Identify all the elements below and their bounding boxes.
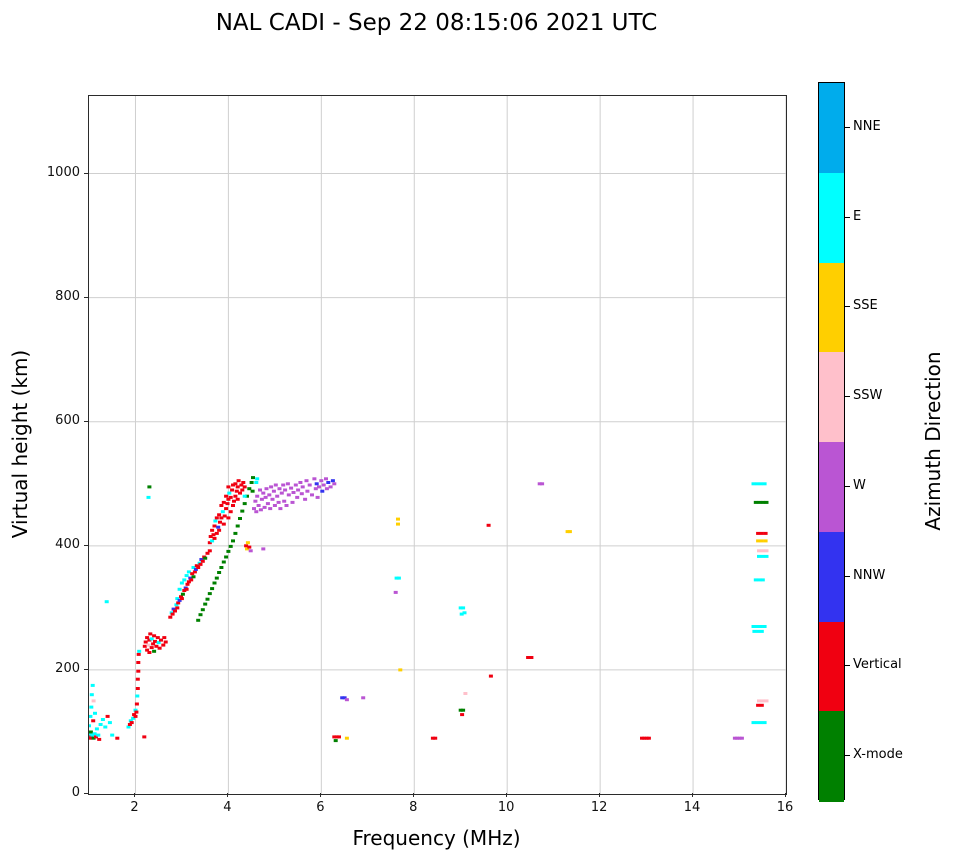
y-tick-label: 400 xyxy=(55,536,80,552)
y-tick-mark xyxy=(84,296,88,298)
y-tick-label: 0 xyxy=(71,785,80,800)
colorbar-segment-sse xyxy=(819,262,844,353)
colorbar-label-sse: SSE xyxy=(853,298,878,314)
y-tick-label: 800 xyxy=(55,288,80,304)
colorbar-label-vertical: Vertical xyxy=(853,657,902,673)
azimuth-colorbar xyxy=(818,82,845,802)
colorbar-tick xyxy=(845,755,850,757)
colorbar-tick xyxy=(845,665,850,667)
colorbar-segment-vertical xyxy=(819,621,844,712)
plot-area xyxy=(88,95,787,795)
y-tick-label: 200 xyxy=(55,660,80,676)
y-tick-label: 1000 xyxy=(46,164,80,180)
y-tick-mark xyxy=(84,420,88,422)
colorbar-label-nnw: NNW xyxy=(853,567,886,583)
colorbar-tick xyxy=(845,485,850,487)
colorbar-tick xyxy=(845,575,850,577)
colorbar-segment-nnw xyxy=(819,531,844,622)
colorbar-segment-w xyxy=(819,442,844,533)
x-tick-label: 4 xyxy=(223,800,232,815)
x-tick-mark xyxy=(692,793,694,797)
x-tick-label: 6 xyxy=(316,800,325,815)
colorbar-segment-e xyxy=(819,172,844,263)
colorbar-label-w: W xyxy=(853,477,866,493)
x-axis-label: Frequency (MHz) xyxy=(352,826,521,850)
x-tick-mark xyxy=(227,793,229,797)
x-tick-label: 10 xyxy=(497,800,515,815)
y-tick-mark xyxy=(84,793,88,794)
colorbar-segment-ssw xyxy=(819,352,844,443)
plot-canvas xyxy=(89,96,786,794)
x-tick-mark xyxy=(785,793,786,797)
colorbar-tick xyxy=(845,216,850,218)
colorbar-label-nne: NNE xyxy=(853,118,881,134)
x-tick-mark xyxy=(134,793,136,797)
y-tick-mark xyxy=(84,544,88,546)
colorbar-tick xyxy=(845,126,850,128)
y-tick-label: 600 xyxy=(55,412,80,428)
x-tick-label: 8 xyxy=(409,800,418,815)
x-tick-mark xyxy=(413,793,415,797)
x-tick-mark xyxy=(599,793,601,797)
x-tick-label: 12 xyxy=(590,800,608,815)
colorbar-label-ssw: SSW xyxy=(853,388,883,404)
grid-lines xyxy=(89,96,786,794)
colorbar-segment-x-mode xyxy=(819,711,844,802)
x-tick-label: 2 xyxy=(130,800,139,815)
x-tick-label: 14 xyxy=(683,800,701,815)
x-tick-label: 16 xyxy=(776,800,794,815)
colorbar-title: Azimuth Direction xyxy=(921,351,945,531)
scatter-points xyxy=(89,476,769,743)
colorbar-tick xyxy=(845,396,850,398)
colorbar-tick xyxy=(845,306,850,308)
colorbar-label-e: E xyxy=(853,208,862,224)
colorbar-label-x-mode: X-mode xyxy=(853,747,903,763)
colorbar-segment-nne xyxy=(819,83,844,174)
x-tick-mark xyxy=(320,793,322,797)
y-tick-mark xyxy=(84,668,88,670)
y-axis-label: Virtual height (km) xyxy=(8,349,32,539)
y-tick-mark xyxy=(84,172,88,174)
x-tick-mark xyxy=(506,793,508,797)
chart-title: NAL CADI - Sep 22 08:15:06 2021 UTC xyxy=(215,10,658,36)
